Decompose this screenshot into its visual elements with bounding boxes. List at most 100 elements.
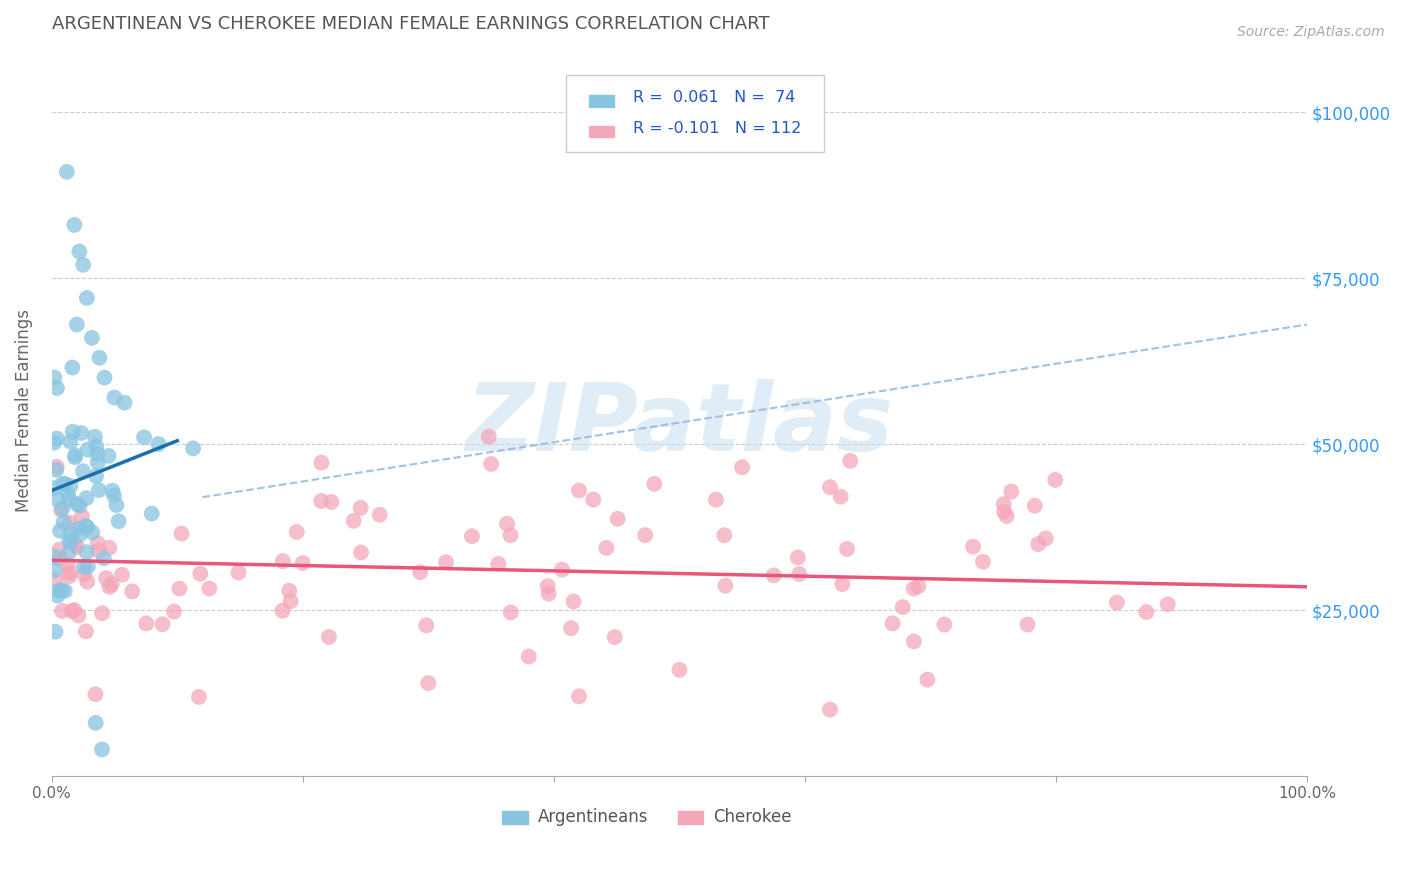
Point [582, 492, 605, 507]
Point [48, 583, 70, 598]
Point [84, 439, 107, 453]
Point [70, 425, 93, 440]
FancyBboxPatch shape [588, 125, 616, 138]
Point [82, 525, 104, 540]
Point [77, 559, 100, 574]
Point [44, 563, 66, 577]
Point [830, 490, 852, 504]
Point [1035, 532, 1057, 546]
Point [58, 569, 80, 583]
Point [271, 554, 294, 568]
Point [479, 457, 502, 471]
Point [103, 391, 125, 405]
Point [121, 584, 143, 599]
Point [643, 476, 665, 491]
Point [100, 577, 122, 591]
Point [66, 522, 89, 536]
Point [1135, 605, 1157, 619]
Point [839, 454, 862, 468]
Point [271, 604, 294, 618]
Point [562, 594, 585, 608]
Point [58, 516, 80, 530]
Point [668, 663, 690, 677]
Point [368, 508, 391, 522]
Point [60, 604, 83, 618]
Point [321, 495, 343, 509]
Point [63, 537, 86, 551]
Point [103, 488, 125, 502]
Point [350, 545, 373, 559]
Point [76, 291, 98, 305]
Point [69, 527, 91, 541]
Point [1017, 617, 1039, 632]
Point [181, 442, 204, 456]
Point [69, 499, 91, 513]
Point [62, 425, 84, 439]
Point [45, 432, 67, 446]
Point [152, 617, 174, 632]
Point [59, 526, 82, 541]
Point [67, 244, 90, 259]
Point [713, 528, 735, 542]
FancyBboxPatch shape [588, 94, 616, 108]
Point [52, 515, 75, 529]
Point [44, 370, 66, 384]
Text: Cherokee: Cherokee [713, 808, 792, 826]
Text: R = -0.101   N = 112: R = -0.101 N = 112 [633, 120, 801, 136]
Point [311, 456, 333, 470]
Point [995, 508, 1018, 523]
Point [91, 606, 114, 620]
Point [63, 603, 86, 617]
Point [44, 481, 66, 495]
Point [148, 437, 170, 451]
Point [496, 516, 519, 531]
Point [48, 542, 70, 557]
Point [318, 630, 340, 644]
Point [84, 715, 107, 730]
Point [46, 589, 69, 603]
Point [49, 524, 72, 538]
Point [934, 617, 956, 632]
Point [731, 460, 754, 475]
Point [98, 541, 121, 555]
Point [53, 477, 76, 491]
Point [51, 604, 73, 618]
Point [91, 742, 114, 756]
Point [51, 501, 73, 516]
Point [72, 464, 94, 478]
Point [309, 494, 332, 508]
Point [568, 690, 591, 704]
Point [478, 430, 501, 444]
Point [98, 580, 121, 594]
Point [73, 560, 96, 574]
Point [537, 587, 560, 601]
Point [46, 492, 69, 507]
Point [1157, 597, 1180, 611]
Point [135, 616, 157, 631]
Point [70, 509, 93, 524]
Point [87, 483, 110, 497]
Point [86, 536, 108, 550]
Point [58, 492, 80, 507]
Point [903, 634, 925, 648]
Point [56, 487, 79, 501]
Point [51, 583, 73, 598]
Point [58, 533, 80, 548]
Point [56, 165, 79, 179]
Point [818, 703, 841, 717]
FancyBboxPatch shape [676, 810, 704, 825]
Point [882, 616, 904, 631]
Point [499, 528, 522, 542]
FancyBboxPatch shape [501, 810, 529, 825]
FancyBboxPatch shape [567, 75, 824, 152]
Text: ZIPatlas: ZIPatlas [465, 379, 893, 472]
Point [993, 505, 1015, 519]
Point [163, 605, 186, 619]
Point [114, 395, 136, 409]
Point [87, 543, 110, 558]
Point [606, 512, 628, 526]
Point [84, 687, 107, 701]
Point [1045, 473, 1067, 487]
Point [1024, 499, 1046, 513]
Point [169, 582, 191, 596]
